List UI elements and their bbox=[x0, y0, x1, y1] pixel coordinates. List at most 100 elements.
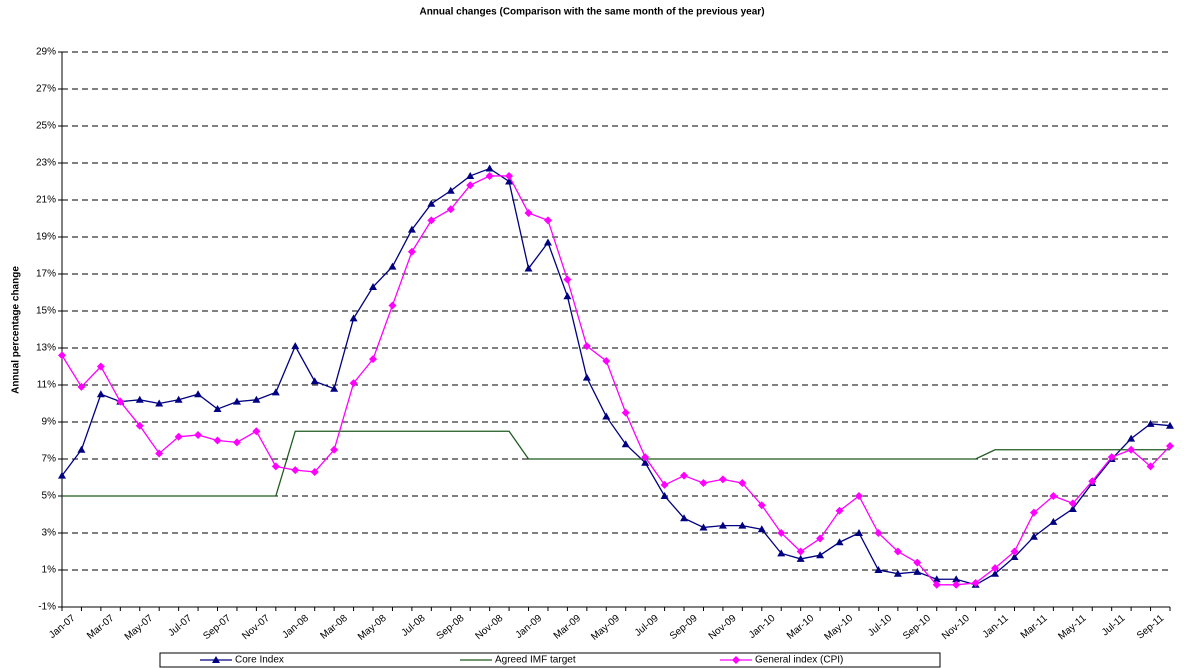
x-tick-label: Jan-09 bbox=[514, 613, 545, 641]
y-tick-label: 19% bbox=[36, 232, 56, 243]
data-point bbox=[874, 529, 883, 537]
data-point bbox=[874, 566, 883, 573]
data-point bbox=[835, 506, 844, 515]
x-tick-label: May-08 bbox=[356, 613, 389, 643]
data-point bbox=[369, 355, 378, 364]
y-tick-label: 7% bbox=[42, 454, 57, 465]
data-point bbox=[1146, 419, 1155, 427]
x-tick-label: Jan-10 bbox=[747, 613, 778, 641]
data-point bbox=[718, 521, 727, 529]
data-point bbox=[660, 492, 669, 499]
data-point bbox=[213, 405, 222, 413]
data-point bbox=[621, 440, 630, 448]
x-tick-label: May-09 bbox=[589, 613, 622, 643]
x-tick-label: Sep-10 bbox=[901, 613, 933, 642]
data-point bbox=[932, 580, 941, 589]
data-point bbox=[718, 475, 727, 484]
y-tick-label: 3% bbox=[42, 528, 57, 539]
data-point bbox=[893, 569, 902, 577]
x-tick-label: Jul-10 bbox=[866, 613, 894, 639]
data-point bbox=[660, 480, 669, 489]
data-point bbox=[602, 356, 611, 365]
data-point bbox=[310, 377, 319, 385]
legend-marker bbox=[732, 656, 740, 664]
data-point bbox=[971, 578, 980, 587]
data-point bbox=[602, 412, 611, 420]
data-point bbox=[155, 449, 164, 458]
data-point bbox=[757, 525, 766, 533]
data-point bbox=[893, 547, 902, 556]
data-point bbox=[349, 314, 358, 322]
data-point bbox=[816, 551, 825, 559]
data-point bbox=[271, 388, 280, 396]
data-point bbox=[96, 390, 105, 398]
data-point bbox=[1010, 553, 1019, 561]
data-point bbox=[271, 462, 280, 471]
y-tick-label: 11% bbox=[37, 380, 56, 391]
data-point bbox=[174, 432, 183, 441]
data-point bbox=[1049, 517, 1058, 525]
x-tick-label: Sep-07 bbox=[201, 613, 233, 642]
x-tick-label: Jan-07 bbox=[47, 613, 78, 641]
data-point bbox=[369, 282, 378, 290]
y-tick-label: 21% bbox=[36, 195, 56, 206]
x-tick-label: Jul-11 bbox=[1100, 613, 1128, 639]
data-point bbox=[505, 177, 514, 185]
data-point bbox=[330, 384, 339, 392]
data-point bbox=[1068, 504, 1077, 512]
data-point bbox=[194, 430, 203, 439]
series-line bbox=[61, 175, 1171, 586]
data-point bbox=[699, 523, 708, 531]
data-point bbox=[1146, 462, 1155, 471]
data-point bbox=[1166, 442, 1174, 451]
data-point bbox=[135, 395, 144, 403]
legend-box bbox=[159, 652, 941, 668]
data-point bbox=[582, 373, 591, 381]
x-tick-label: Nov-10 bbox=[940, 613, 972, 642]
legend-label: General index (CPI) bbox=[755, 655, 843, 666]
legend-label: Core Index bbox=[235, 655, 284, 666]
data-point bbox=[310, 467, 319, 476]
data-point bbox=[194, 390, 203, 398]
data-point bbox=[777, 529, 786, 537]
y-tick-label: 13% bbox=[36, 343, 56, 354]
data-point bbox=[641, 458, 650, 466]
x-tick-label: Mar-07 bbox=[85, 613, 117, 642]
data-point bbox=[485, 171, 494, 180]
data-point bbox=[174, 395, 183, 403]
data-point bbox=[582, 342, 591, 351]
data-point bbox=[291, 342, 300, 350]
y-tick-label: 23% bbox=[36, 158, 56, 169]
data-point bbox=[738, 521, 747, 529]
data-point bbox=[388, 262, 397, 270]
x-tick-label: Jul-08 bbox=[400, 613, 428, 639]
data-point bbox=[1107, 453, 1116, 462]
x-tick-label: Sep-08 bbox=[435, 613, 467, 642]
series-line bbox=[61, 167, 1171, 586]
data-point bbox=[1049, 492, 1058, 500]
data-point bbox=[796, 554, 805, 562]
data-point bbox=[1029, 508, 1038, 517]
data-point bbox=[252, 395, 261, 403]
legend-label: Agreed IMF target bbox=[495, 655, 576, 666]
x-tick-label: May-10 bbox=[823, 613, 856, 643]
data-point bbox=[77, 382, 86, 391]
data-point bbox=[641, 453, 650, 462]
legend-marker bbox=[212, 656, 220, 663]
data-point bbox=[796, 547, 805, 556]
data-point bbox=[135, 421, 144, 430]
y-tick-label: 27% bbox=[36, 84, 56, 95]
data-point bbox=[563, 275, 572, 284]
data-point bbox=[96, 362, 105, 371]
data-point bbox=[757, 501, 766, 510]
y-tick-label: 29% bbox=[36, 47, 56, 58]
data-point bbox=[621, 408, 630, 417]
data-point bbox=[58, 471, 66, 479]
y-tick-label: 5% bbox=[42, 491, 57, 502]
data-point bbox=[116, 397, 125, 406]
data-point bbox=[427, 216, 436, 225]
data-point bbox=[680, 514, 689, 522]
x-tick-label: Nov-08 bbox=[473, 613, 505, 642]
